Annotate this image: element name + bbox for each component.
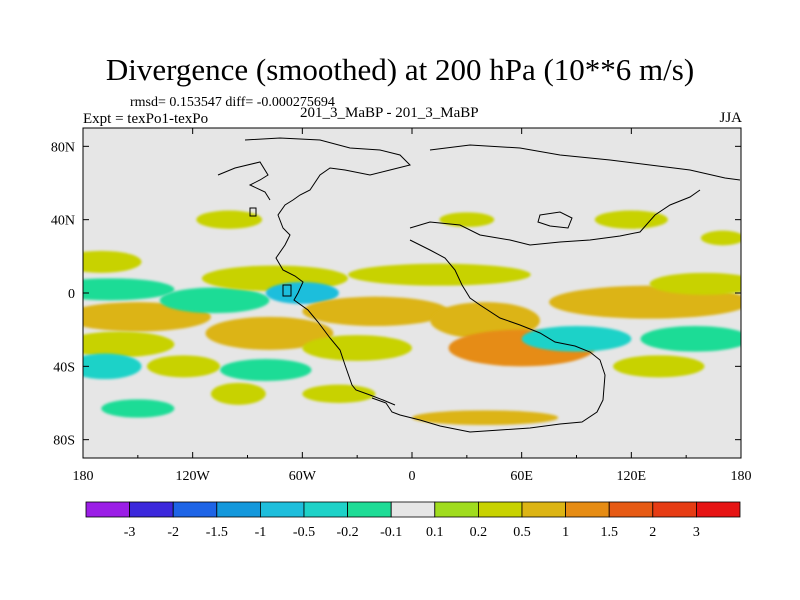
colorbar-swatch (216, 501, 261, 518)
field-region-6 (101, 399, 175, 418)
field-region-20 (649, 272, 741, 295)
coastline-outline (217, 137, 741, 433)
field-region-24 (196, 210, 263, 229)
field-region-13 (302, 296, 449, 327)
field-region-18 (521, 326, 632, 352)
colorbar-label: -2 (167, 525, 179, 540)
colorbar-label: -0.2 (337, 525, 359, 540)
field-region-23 (412, 410, 559, 425)
x-tick-label: 180 (731, 469, 752, 484)
x-tick-label: 0 (409, 469, 416, 484)
experiment-label: Expt = texPo1-texPo (83, 111, 209, 127)
colorbar-label: -0.5 (293, 525, 315, 540)
colorbar-swatch (434, 501, 479, 518)
colorbar-swatch (652, 501, 697, 518)
colorbar-swatch (85, 501, 130, 518)
field-region-26 (594, 210, 668, 229)
field-region-14 (302, 335, 412, 361)
field-region-25 (439, 212, 495, 228)
colorbar-swatch (565, 501, 610, 518)
colorbar-label: -3 (124, 525, 136, 540)
field-region-7 (159, 287, 270, 314)
x-tick-label: 180 (73, 469, 94, 484)
x-tick-label: 60W (289, 469, 317, 484)
x-tick-label: 120E (617, 469, 647, 484)
colorbar-swatch (259, 501, 305, 518)
y-tick-label: 80N (51, 140, 75, 155)
colorbar-label: 0.2 (470, 525, 488, 540)
field-region-0 (83, 250, 142, 273)
colorbar-swatch (347, 501, 392, 518)
colorbar-label: 1.5 (600, 525, 618, 540)
season-label: JJA (719, 110, 742, 126)
field-region-10 (265, 282, 339, 304)
field-region-21 (640, 326, 741, 352)
colorbar-label: 3 (693, 525, 700, 540)
colorbar-swatch (477, 501, 523, 518)
colorbar-swatch (521, 501, 566, 518)
colorbar-label: 2 (649, 525, 656, 540)
colorbar-swatch (303, 501, 348, 518)
field-region-15 (348, 263, 531, 286)
y-tick-label: 80S (53, 434, 75, 449)
x-tick-label: 60E (510, 469, 533, 484)
field-region-5 (146, 355, 221, 378)
colorbar-swatch (608, 501, 654, 518)
field-region-3 (83, 331, 175, 358)
field-region-8 (205, 316, 334, 350)
colorbar-label: -0.1 (380, 525, 402, 540)
field-region-12 (210, 382, 266, 405)
field-region-22 (613, 355, 705, 378)
colorbar-swatch (390, 501, 436, 518)
field-region-11 (220, 359, 312, 381)
colorbar-label: 1 (562, 525, 569, 540)
stats-line: rmsd= 0.153547 diff= -0.000275694 (130, 95, 335, 110)
y-tick-label: 0 (68, 287, 75, 302)
colorbar-swatch (172, 501, 218, 518)
colorbar-swatch (129, 501, 174, 518)
field-region-1 (83, 278, 175, 301)
colorbar-swatch (696, 501, 741, 518)
colorbar-label: 0.5 (513, 525, 531, 540)
colorbar-label: -1.5 (206, 525, 228, 540)
y-tick-label: 40S (53, 360, 75, 375)
colorbar-label: 0.1 (426, 525, 444, 540)
y-tick-label: 40N (51, 214, 75, 229)
x-tick-label: 120W (176, 469, 211, 484)
field-region-16 (430, 302, 540, 339)
field-region-27 (700, 230, 741, 246)
field-region-4 (83, 353, 142, 380)
colorbar-label: -1 (255, 525, 267, 540)
chart-title: Divergence (smoothed) at 200 hPa (10**6 … (105, 52, 695, 87)
case-label: 201_3_MaBP - 201_3_MaBP (300, 105, 479, 121)
field-region-28 (302, 384, 376, 404)
